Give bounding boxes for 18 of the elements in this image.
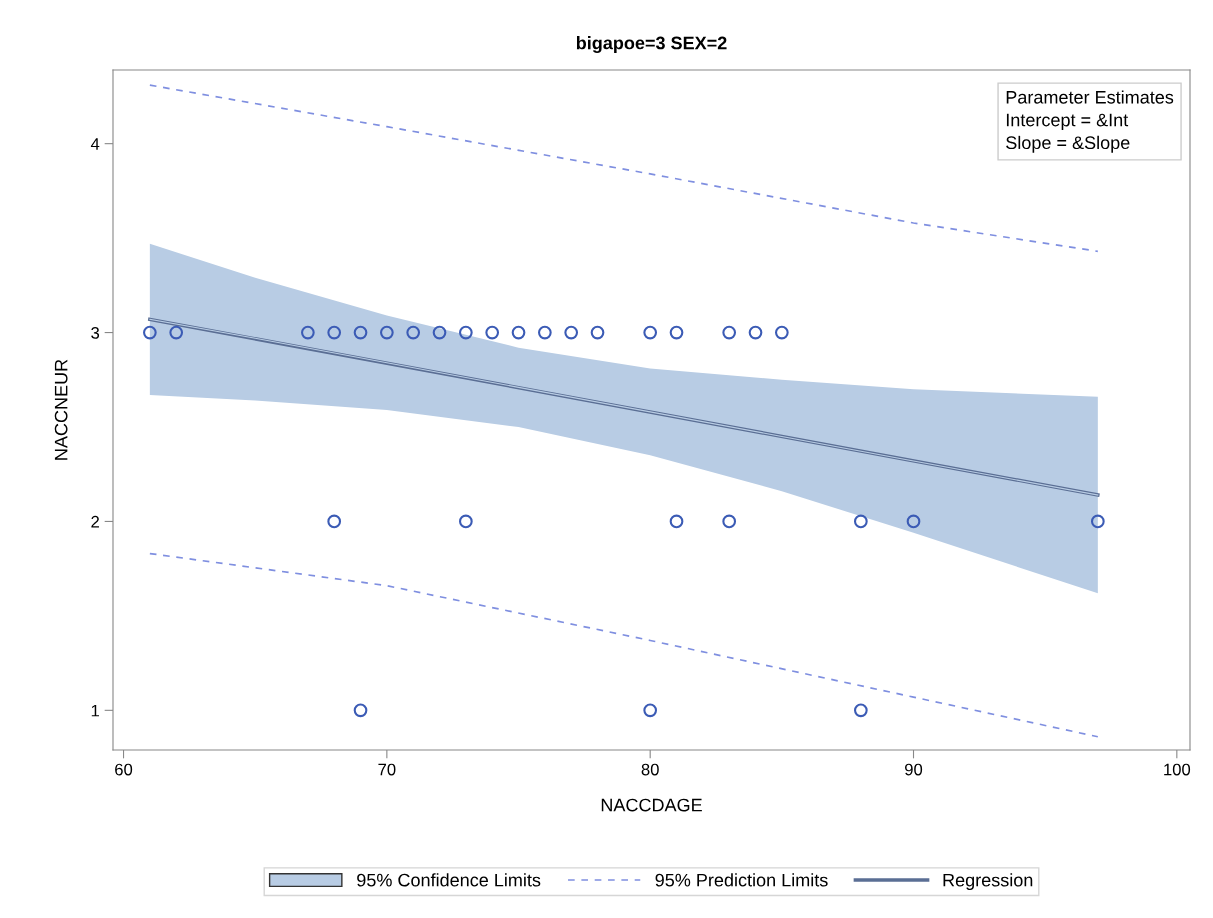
y-tick-label: 1 xyxy=(91,704,99,717)
y-tick-label: 2 xyxy=(91,515,99,528)
x-tick-label: 100 xyxy=(1164,763,1191,776)
legend-label: 95% Prediction Limits xyxy=(655,873,828,887)
x-tick-label: 60 xyxy=(115,763,133,776)
annotation: Intercept = &Int xyxy=(1006,113,1129,130)
x-axis-title: NACCDAGE xyxy=(601,798,702,812)
legend-label: Regression xyxy=(943,873,1033,891)
legend-label: 95% Confidence Limits xyxy=(357,873,541,887)
annotation: Slope = &Slope xyxy=(1006,135,1130,153)
chart-title: bigapoe=3 SEX=2 xyxy=(576,36,727,53)
annotation: Parameter Estimates xyxy=(1006,90,1174,104)
y-axis-title: NACCNEUR xyxy=(54,359,68,460)
x-tick-label: 70 xyxy=(378,763,396,776)
x-tick-label: 90 xyxy=(905,763,923,776)
y-tick-label: 3 xyxy=(91,326,100,339)
x-tick-label: 80 xyxy=(641,763,659,776)
y-tick-label: 4 xyxy=(90,138,100,150)
